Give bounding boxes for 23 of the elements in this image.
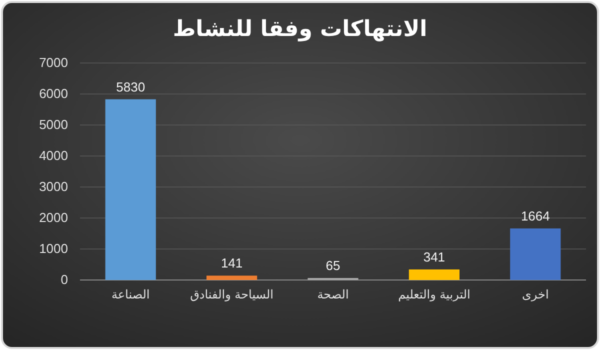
y-tick-label: 6000 — [39, 86, 68, 102]
y-tick-label: 0 — [60, 272, 68, 288]
data-label: 1664 — [520, 208, 550, 224]
x-tick-label: اخرى — [522, 288, 549, 302]
y-tick-label: 3000 — [39, 179, 68, 194]
y-tick-label: 4000 — [39, 148, 68, 164]
x-tick-label: التربية والتعليم — [398, 288, 470, 302]
x-tick-label: السياحة والفنادق — [190, 288, 274, 302]
data-label: 341 — [423, 249, 446, 264]
bar — [408, 269, 460, 280]
y-tick-label: 7000 — [39, 55, 68, 70]
bar — [206, 276, 258, 280]
bar — [510, 228, 561, 280]
y-tick-label: 5000 — [39, 117, 68, 132]
y-tick-label: 1000 — [39, 241, 68, 256]
x-tick-label: الصحة — [317, 288, 349, 302]
bar — [105, 99, 156, 280]
data-label: 65 — [326, 258, 340, 273]
y-tick-label: 2000 — [39, 210, 68, 226]
data-label: 141 — [220, 256, 243, 271]
data-label: 5830 — [116, 79, 146, 94]
x-tick-label: الصناعة — [111, 288, 150, 302]
chart-title: الانتهاكات وفقا للنشاط — [172, 17, 428, 42]
